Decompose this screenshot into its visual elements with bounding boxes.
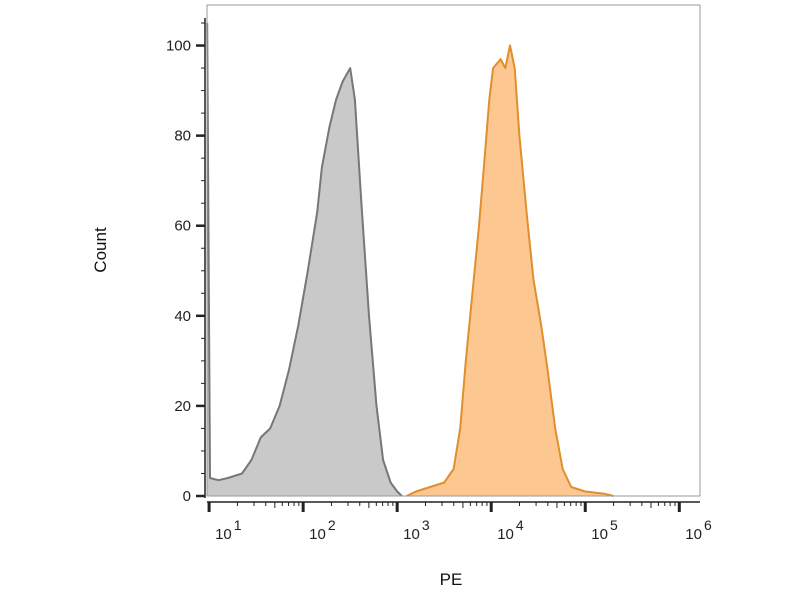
x-tick-exponent: 1 [234, 517, 242, 533]
y-tick-label: 100 [166, 38, 191, 55]
y-axis-title: Count [91, 227, 110, 273]
y-tick-label: 80 [174, 128, 191, 145]
y-tick-label: 60 [174, 218, 191, 235]
x-tick-label: 103 [403, 517, 430, 543]
x-tick-exponent: 4 [516, 517, 524, 533]
series-layer [206, 22, 614, 497]
x-tick-base: 10 [685, 526, 702, 543]
x-tick-base: 10 [403, 526, 420, 543]
x-tick-base: 10 [591, 526, 608, 543]
x-axis-title: PE [440, 570, 463, 589]
y-tick-label: 20 [174, 398, 191, 415]
x-tick-label: 104 [497, 517, 524, 543]
y-tick-label: 0 [183, 488, 191, 505]
x-tick-base: 10 [215, 526, 232, 543]
x-tick-base: 10 [309, 526, 326, 543]
series-1-line [206, 22, 403, 497]
series-2-area [406, 45, 614, 496]
y-tick-label: 40 [174, 308, 191, 325]
series-1-area [207, 23, 402, 496]
x-tick-exponent: 3 [422, 517, 430, 533]
x-tick-base: 10 [497, 526, 514, 543]
x-tick-exponent: 5 [610, 517, 618, 533]
x-tick-label: 102 [309, 517, 336, 543]
x-tick-label: 105 [591, 517, 618, 543]
x-tick-exponent: 6 [704, 517, 712, 533]
plot-frame [206, 4, 701, 497]
x-tick-exponent: 2 [328, 517, 336, 533]
x-tick-label: 106 [685, 517, 712, 543]
x-tick-label: 101 [215, 517, 242, 543]
series-2-line [406, 44, 614, 497]
